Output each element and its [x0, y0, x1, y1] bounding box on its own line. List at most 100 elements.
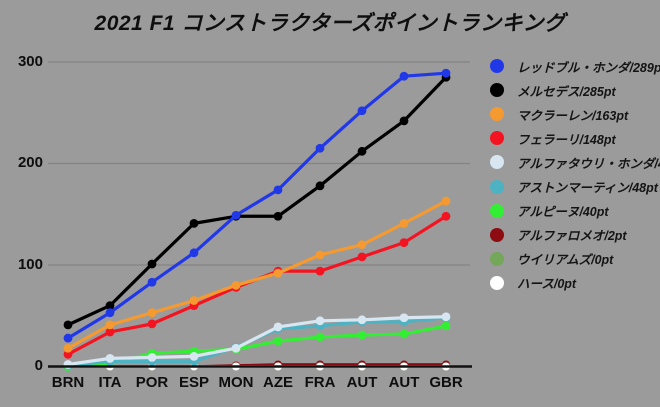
- series-point: [273, 322, 283, 332]
- series-point: [63, 343, 73, 353]
- series-point: [189, 218, 199, 228]
- legend-color-dot-icon: [490, 275, 504, 290]
- series-point: [147, 308, 157, 318]
- legend-item-label: マクラーレン/163pt: [517, 108, 629, 123]
- series-point: [357, 330, 367, 340]
- series-point: [273, 211, 283, 221]
- x-axis-tick-label: FRA: [304, 374, 336, 391]
- legend-item: ハース/0pt: [490, 271, 660, 295]
- y-axis-tick-label: 100: [17, 255, 43, 273]
- series-point: [231, 280, 241, 290]
- legend-color-dot-icon: [490, 59, 504, 74]
- legend: レッドブル・ホンダ/289pt メルセデス/285pt マクラーレン/163pt フェ…: [490, 54, 660, 295]
- legend-item: レッドブル・ホンダ/289pt: [490, 54, 660, 78]
- series-point: [315, 266, 325, 276]
- series-point: [315, 143, 325, 153]
- legend-color-dot-icon: [490, 179, 504, 194]
- series-point: [105, 301, 115, 310]
- series-point: [399, 238, 409, 248]
- series-point: [63, 320, 73, 330]
- series-point: [399, 329, 409, 339]
- series-point: [441, 211, 451, 221]
- y-axis-tick-label: 0: [34, 357, 43, 374]
- series-point: [273, 185, 283, 195]
- series-point: [147, 277, 157, 287]
- x-axis-tick-label: AUT: [346, 374, 378, 391]
- series-point: [357, 252, 367, 262]
- x-axis-tick-label: POR: [135, 374, 169, 391]
- x-axis-tick-label: ESP: [178, 374, 209, 391]
- y-axis-tick-label: 200: [17, 154, 43, 171]
- series-point: [315, 316, 325, 326]
- legend-item-label: アルファタウリ・ホンダ/49pt: [517, 156, 660, 171]
- legend-item: メルセデス/285pt: [490, 78, 660, 102]
- series-point: [399, 71, 409, 81]
- series-point: [399, 313, 409, 323]
- series-point: [147, 352, 157, 362]
- legend-item: フェラーリ/148pt: [490, 126, 660, 150]
- series-line: [66, 75, 448, 327]
- y-axis-tick-label: 300: [17, 52, 43, 70]
- series-point: [105, 353, 115, 363]
- legend-item-label: メルセデス/285pt: [517, 84, 616, 99]
- series-point: [441, 321, 451, 331]
- series-line: [66, 71, 448, 340]
- x-axis-tick-label: MON: [218, 374, 254, 391]
- series-point: [357, 106, 367, 116]
- legend-item-label: アストンマーティン/48pt: [517, 181, 658, 196]
- series-point: [441, 68, 451, 78]
- series-line: [66, 199, 448, 350]
- series-point: [147, 259, 157, 269]
- series-point: [231, 343, 241, 353]
- series-point: [357, 240, 367, 250]
- x-axis-tick-label: AZE: [263, 374, 293, 391]
- x-axis-tick-label: AUT: [388, 374, 420, 391]
- legend-item: マクラーレン/163pt: [490, 102, 660, 126]
- x-axis-tick-label: ITA: [98, 374, 122, 391]
- legend-item: アルファロメオ/2pt: [490, 223, 660, 247]
- legend-color-dot-icon: [490, 83, 504, 98]
- x-axis-tick-label: BRN: [51, 374, 85, 391]
- legend-item: アルファタウリ・ホンダ/49pt: [490, 150, 660, 174]
- series-point: [315, 250, 325, 260]
- series-point: [147, 319, 157, 329]
- series-point: [315, 332, 325, 342]
- series-point: [357, 315, 367, 325]
- series-point: [105, 320, 115, 330]
- legend-color-dot-icon: [490, 203, 504, 218]
- series-point: [189, 248, 199, 258]
- legend-item-label: レッドブル・ホンダ/289pt: [517, 60, 660, 75]
- legend-color-dot-icon: [490, 227, 504, 242]
- series-point: [105, 308, 115, 318]
- series-point: [441, 196, 451, 206]
- chart-title: 2021 F1 コンストラクターズポイントランキング: [94, 12, 566, 35]
- series-line: [66, 315, 448, 367]
- legend-item: アストンマーティン/48pt: [490, 174, 660, 198]
- series-point: [189, 351, 199, 361]
- series-point: [63, 333, 73, 343]
- legend-item-label: ウイリアムズ/0pt: [517, 253, 614, 268]
- series-point: [399, 218, 409, 228]
- legend-color-dot-icon: [490, 155, 504, 170]
- series-point: [315, 181, 325, 191]
- series-point: [189, 296, 199, 305]
- legend-color-dot-icon: [490, 251, 504, 266]
- legend-item: ウイリアムズ/0pt: [490, 247, 660, 271]
- x-axis-tick-label: GBR: [429, 374, 463, 391]
- legend-item-label: フェラーリ/148pt: [517, 132, 616, 147]
- legend-item-label: アルファロメオ/2pt: [517, 229, 627, 244]
- series-point: [105, 327, 115, 337]
- series-point: [441, 312, 451, 322]
- legend-color-dot-icon: [490, 107, 504, 122]
- series-point: [273, 336, 283, 346]
- series-point: [273, 268, 283, 278]
- series-point: [231, 210, 241, 220]
- legend-item-label: ハース/0pt: [517, 277, 577, 292]
- legend-color-dot-icon: [490, 131, 504, 146]
- legend-item: アルピーヌ/40pt: [490, 199, 660, 223]
- legend-item-label: アルピーヌ/40pt: [517, 205, 609, 220]
- series-point: [357, 146, 367, 156]
- series-point: [63, 349, 73, 359]
